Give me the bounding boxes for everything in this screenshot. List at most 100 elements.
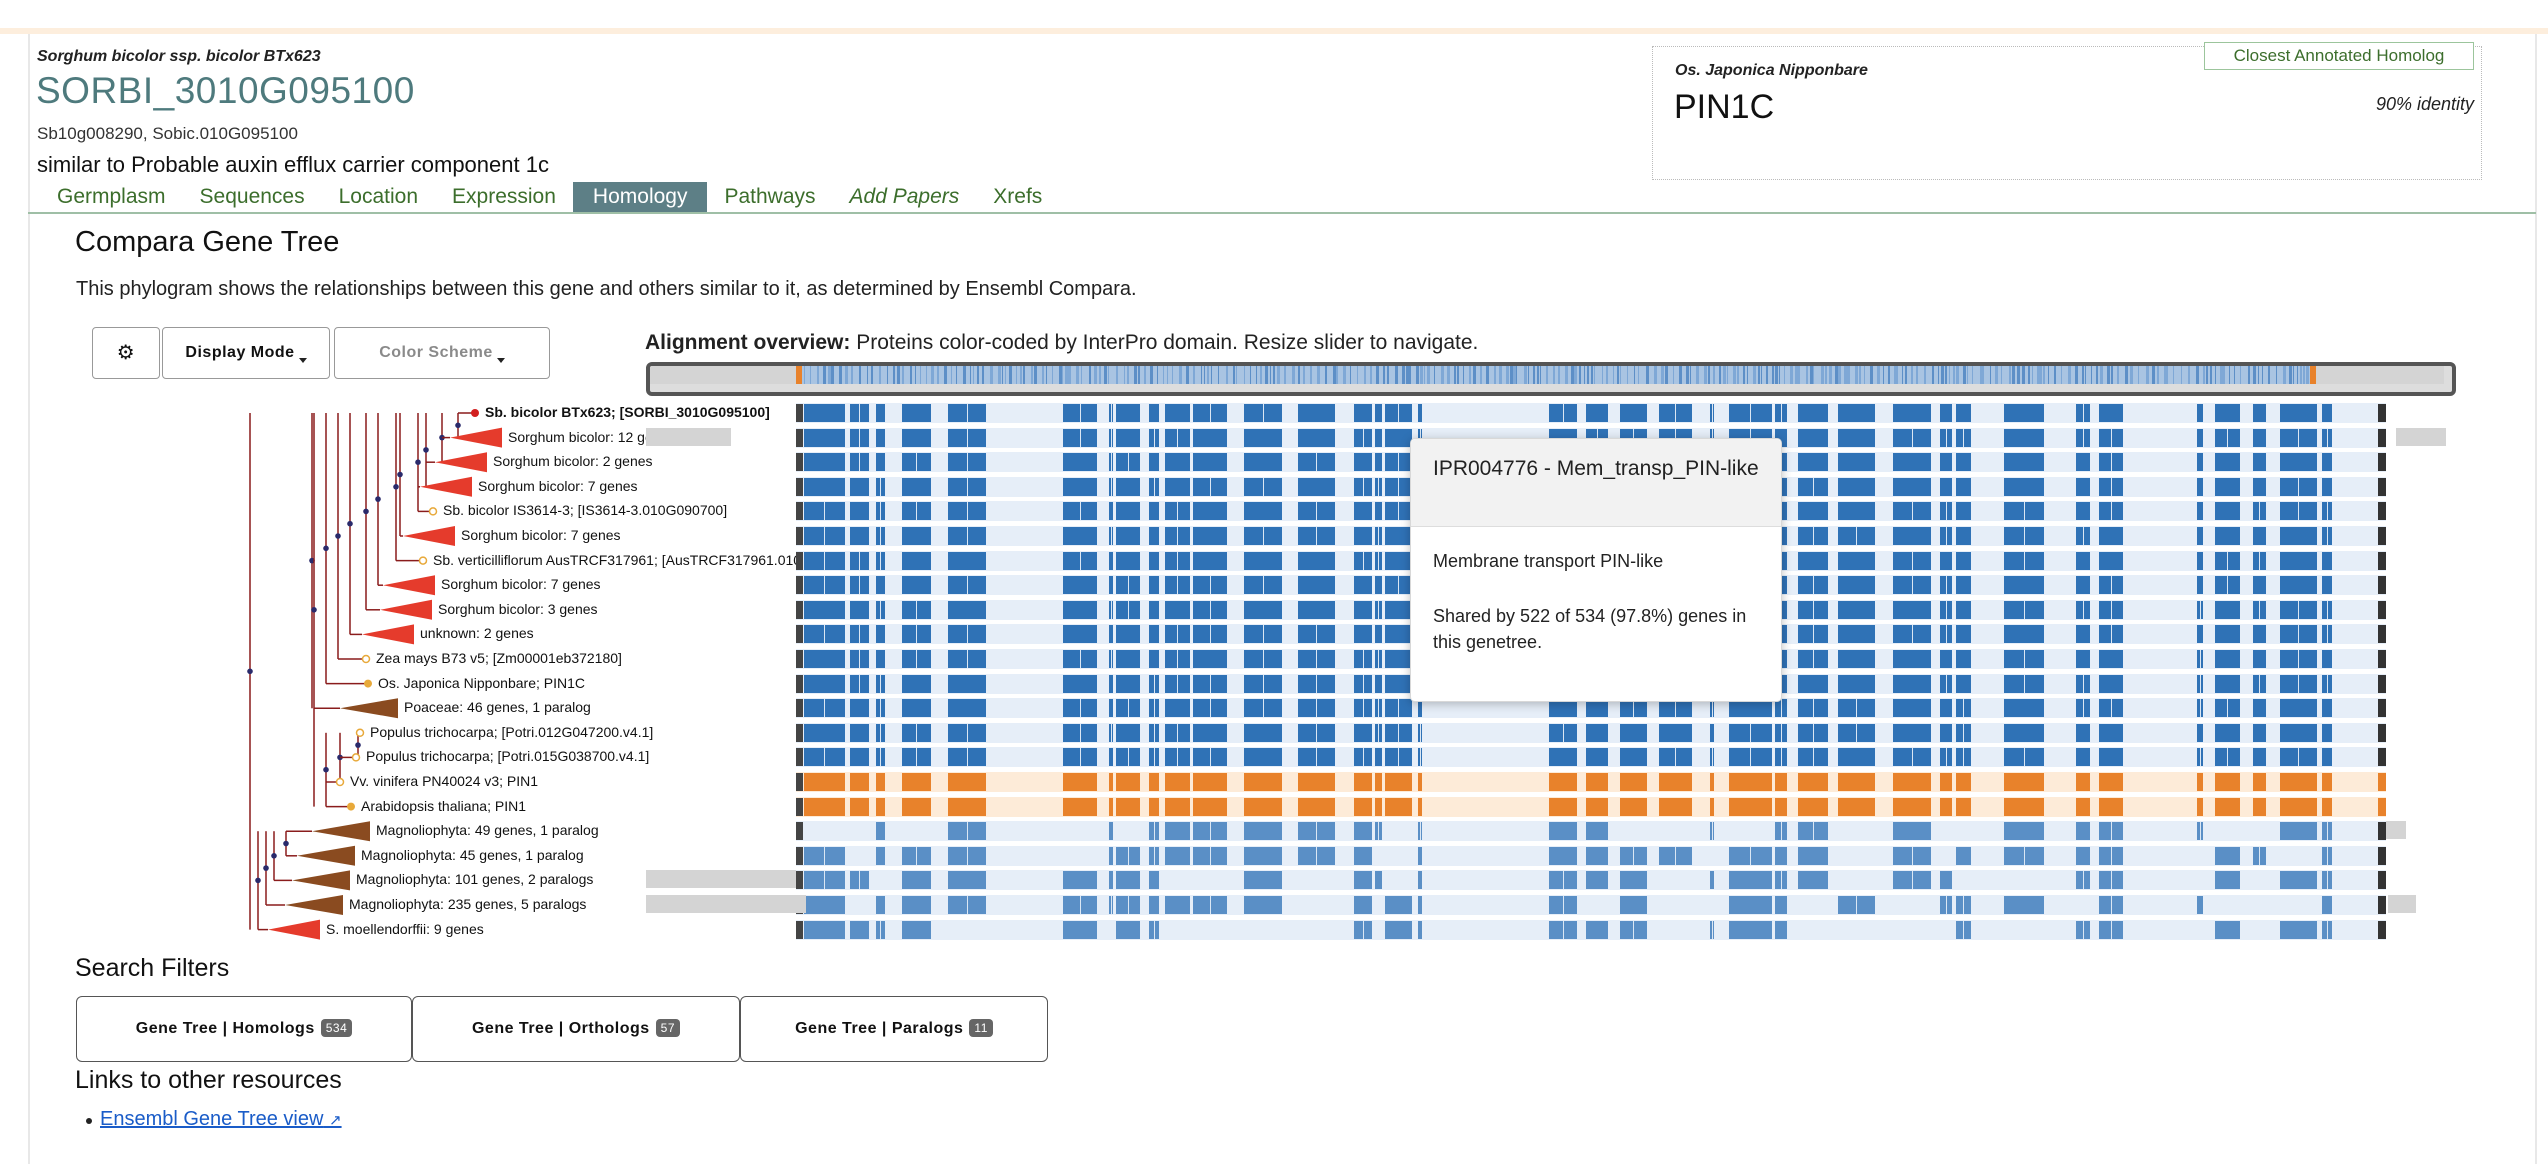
alignment-row[interactable] <box>796 821 2391 842</box>
tree-node-label[interactable]: Vv. vinifera PN40024 v3; PIN1 <box>350 773 539 789</box>
alignment-row[interactable] <box>796 772 2391 792</box>
segment-gap <box>2024 650 2025 668</box>
settings-button[interactable]: ⚙ <box>92 327 160 379</box>
domain-segment <box>1063 797 1097 816</box>
overview-tick <box>2061 366 2062 384</box>
alignment-start-cap <box>796 502 803 521</box>
alignment-overview-slider[interactable] <box>646 362 2456 396</box>
alignment-row[interactable] <box>796 845 2391 866</box>
overview-tick <box>1416 366 1419 384</box>
alignment-row[interactable] <box>796 403 2391 423</box>
filter-homologs-label: Gene Tree | Homologs <box>135 1020 315 1037</box>
tree-node-label[interactable]: Os. Japonica Nipponbare; PIN1C <box>378 674 585 691</box>
domain-segment <box>1940 871 1952 890</box>
tree-node-label[interactable]: Populus trichocarpa; [Potri.015G038700.v… <box>366 748 650 765</box>
domain-segment <box>1149 600 1159 619</box>
tree-node-label[interactable]: Sorghum bicolor: 3 genes <box>438 600 598 617</box>
domain-segment <box>1244 600 1282 619</box>
tab-add-papers[interactable]: Add Papers <box>849 185 960 208</box>
list-bullet <box>86 1118 92 1124</box>
tree-node-label[interactable]: Magnoliophyta: 49 genes, 1 paralog <box>376 822 599 839</box>
ensembl-gene-tree-link[interactable]: Ensembl Gene Tree view ↗ <box>100 1108 342 1131</box>
tree-node-label[interactable]: Arabidopsis thaliana; PIN1 <box>361 797 526 814</box>
alignment-start-cap <box>796 551 803 570</box>
tree-node-label[interactable]: Sorghum bicolor: 7 genes <box>478 477 638 494</box>
segment-gap <box>1712 822 1713 841</box>
domain-segment <box>2076 846 2090 865</box>
segment-gap <box>824 699 825 718</box>
tab-germplasm[interactable]: Germplasm <box>57 185 166 208</box>
collapsed-clade <box>297 845 355 866</box>
tree-node-label[interactable]: unknown: 2 genes <box>420 625 534 642</box>
segment-gap <box>880 502 881 521</box>
alignment-row[interactable] <box>796 698 2391 719</box>
tree-node-label[interactable]: Sorghum bicolor: 2 genes <box>493 453 653 470</box>
tree-node-label[interactable]: Sb. bicolor BTx623; [SORBI_3010G095100] <box>485 404 770 420</box>
display-mode-button[interactable]: Display Mode <box>162 327 330 379</box>
overview-tick <box>1587 366 1589 384</box>
alignment-row[interactable] <box>796 919 2391 940</box>
domain-segment <box>1298 551 1335 570</box>
domain-segment <box>2322 723 2332 742</box>
overview-tick <box>1376 366 1379 384</box>
tree-node-label[interactable]: Sorghum bicolor: 7 genes <box>441 576 601 593</box>
overview-tick <box>1395 366 1398 384</box>
tree-node-label[interactable]: Sorghum bicolor: 12 genes <box>508 428 676 445</box>
alignment-row[interactable] <box>796 722 2391 743</box>
tree-node-label[interactable]: Sb. bicolor IS3614-3; [IS3614-3.010G0907… <box>443 502 728 519</box>
filter-paralogs-button[interactable]: Gene Tree | Paralogs 11 <box>740 996 1048 1062</box>
alignment-row[interactable] <box>796 796 2391 817</box>
gene-tree[interactable] <box>100 404 800 944</box>
tab-sequences[interactable]: Sequences <box>199 185 305 208</box>
domain-segment <box>1385 428 1412 447</box>
tree-node-label[interactable]: Zea mays B73 v5; [Zm00001eb372180] <box>376 650 622 666</box>
alignment-row[interactable] <box>796 895 2391 915</box>
alignment-row[interactable] <box>796 747 2391 768</box>
segment-gap <box>967 723 968 742</box>
overview-tick <box>1236 366 1237 384</box>
overview-tick <box>1877 366 1880 384</box>
tab-pathways[interactable]: Pathways <box>724 185 816 208</box>
tab-expression[interactable]: Expression <box>452 185 556 208</box>
overview-tick <box>1357 366 1358 384</box>
filter-homologs-button[interactable]: Gene Tree | Homologs 534 <box>76 996 412 1062</box>
domain-segment <box>1354 576 1372 595</box>
overview-tick <box>2240 366 2241 384</box>
domain-segment <box>1775 846 1787 865</box>
filter-orthologs-button[interactable]: Gene Tree | Orthologs 57 <box>412 996 740 1062</box>
closest-homolog-tag[interactable]: Closest Annotated Homolog <box>2204 42 2474 70</box>
tab-location[interactable]: Location <box>338 185 419 208</box>
alignment-start-cap <box>796 797 803 816</box>
tree-node-label[interactable]: Poaceae: 46 genes, 1 paralog <box>404 699 591 716</box>
domain-segment <box>2280 797 2317 816</box>
domain-segment <box>2322 453 2332 472</box>
tab-xrefs[interactable]: Xrefs <box>993 185 1043 208</box>
tree-node <box>423 447 429 453</box>
color-scheme-button[interactable]: Color Scheme <box>334 327 550 379</box>
domain-segment <box>1956 576 1971 595</box>
tree-node <box>247 668 253 675</box>
homolog-name[interactable]: PIN1C <box>1674 88 1775 126</box>
segment-gap <box>967 748 968 767</box>
tree-node-label[interactable]: Magnoliophyta: 45 genes, 1 paralog <box>361 846 584 863</box>
alignment-row[interactable] <box>796 870 2391 891</box>
overview-tick <box>887 366 888 384</box>
segment-gap <box>1813 699 1814 718</box>
tree-node-label[interactable]: Sorghum bicolor: 7 genes <box>461 527 621 543</box>
domain-segment <box>1354 453 1372 472</box>
tree-node-label[interactable]: Magnoliophyta: 101 genes, 2 paralogs <box>356 871 594 888</box>
tree-node-label[interactable]: S. moellendorffii: 9 genes <box>326 920 484 937</box>
domain-segment <box>1116 674 1140 693</box>
tree-node-label[interactable]: Magnoliophyta: 235 genes, 5 paralogs <box>349 896 587 912</box>
tree-node-label[interactable]: Populus trichocarpa; [Potri.012G047200.v… <box>370 723 654 740</box>
segment-gap <box>2111 453 2112 472</box>
segment-gap <box>916 723 917 742</box>
domain-segment <box>1798 797 1828 816</box>
tab-homology[interactable]: Homology <box>572 182 708 212</box>
segment-gap <box>1363 428 1364 447</box>
segment-gap <box>1177 576 1178 595</box>
tree-node-label[interactable]: Sb. verticilliflorum AusTRCF317961; [Aus… <box>433 551 863 568</box>
domain-segment <box>1893 773 1931 791</box>
overview-tick <box>2203 366 2205 384</box>
domain-segment <box>1940 797 1952 816</box>
